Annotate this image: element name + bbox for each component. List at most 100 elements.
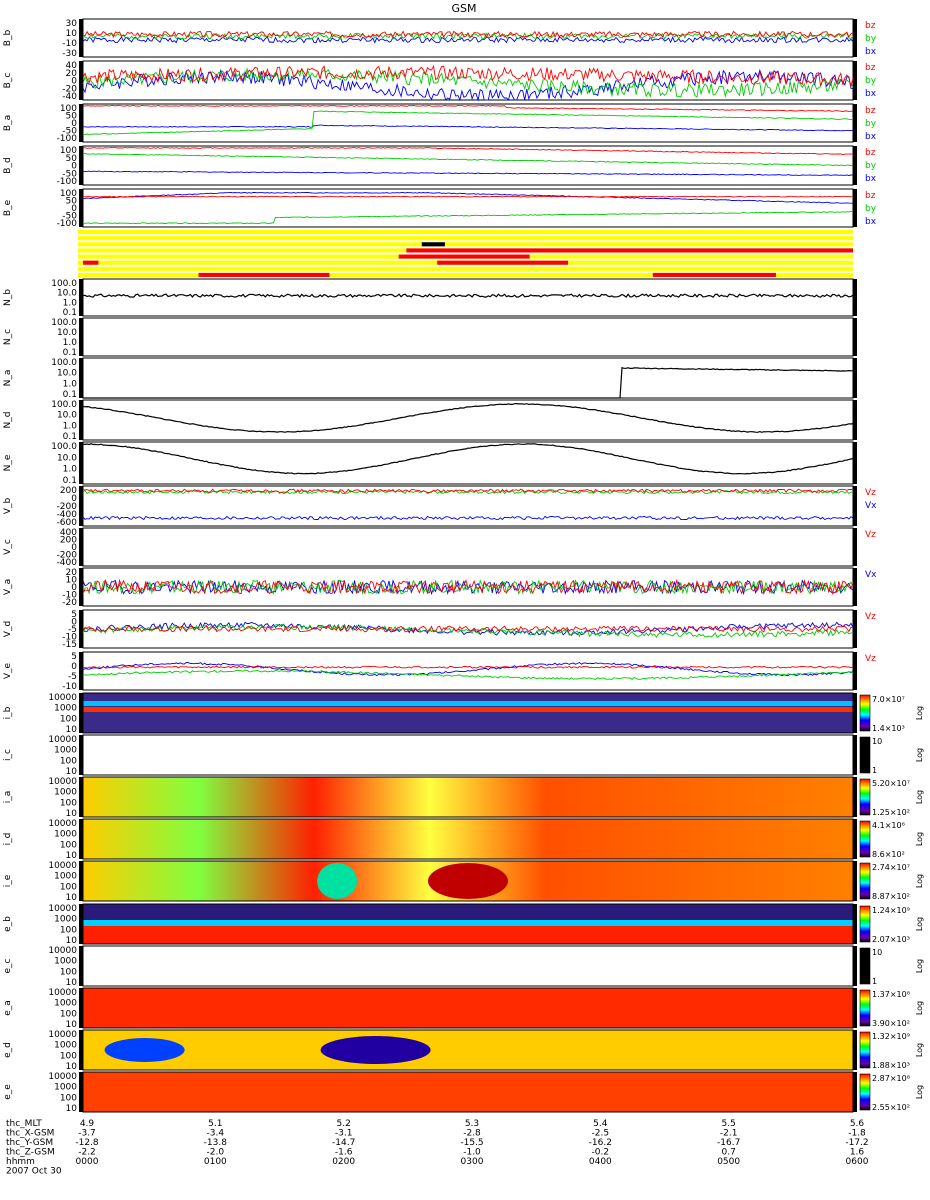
colorbar-max-label: 1.37×10⁸ [872, 990, 910, 999]
legend-entry: bz [865, 63, 876, 73]
legend-entry: Vz [865, 612, 876, 622]
ephemeris-value: 0000 [76, 1157, 99, 1167]
panel-edge-marker [79, 946, 83, 986]
panel-frame [82, 399, 854, 441]
ephemeris-value: -14.7 [332, 1138, 355, 1148]
colorbar-min-label: 8.6×10² [872, 850, 905, 859]
colorbar-max-label: 1.32×10⁹ [872, 1032, 910, 1041]
y-tick-label: 1.0 [63, 338, 78, 348]
panel-bars [78, 230, 853, 277]
trace-V-b-by [82, 489, 854, 495]
ephemeris-value: 0500 [717, 1157, 740, 1167]
y-tick-label: 0 [71, 162, 77, 172]
y-tick-label: 0 [71, 119, 77, 129]
ephemeris-value: 5.2 [337, 1119, 351, 1129]
ephemeris-value: -2.1 [720, 1129, 738, 1139]
y-tick-label: 200 [60, 536, 77, 546]
y-tick-label: 1000 [54, 788, 77, 798]
status-bar-segment [437, 260, 569, 265]
y-tick-label: 10000 [48, 988, 77, 998]
trace-N-a-black [83, 366, 854, 399]
y-tick-label: 0 [71, 583, 77, 593]
panel-frame [82, 317, 854, 357]
colorbar [859, 1031, 871, 1069]
panel-edge-marker [853, 946, 857, 986]
legend-entry: bx [865, 47, 877, 57]
y-tick-label: 0 [71, 662, 77, 672]
y-tick-label: -10 [62, 591, 77, 601]
status-bar-row [78, 272, 853, 277]
legend-entry: bx [865, 217, 877, 227]
spectrogram-blob [317, 863, 358, 899]
panel-edge-marker [853, 1072, 857, 1112]
legend-entry: bz [865, 148, 876, 158]
y-tick-label: -50 [62, 169, 77, 179]
colorbar-label: Log [915, 959, 924, 973]
status-bar-row [78, 230, 853, 235]
spectrogram-image [83, 777, 853, 817]
panel-ylabel: B_e [3, 199, 13, 216]
ephemeris-value: -12.8 [75, 1138, 99, 1148]
ephemeris-value: 0300 [461, 1157, 484, 1167]
y-tick-label: -400 [57, 510, 78, 520]
y-tick-label: 10 [66, 1062, 78, 1072]
colorbar-label: Log [915, 1043, 924, 1057]
colorbar [859, 905, 871, 943]
legend-entry: bz [865, 191, 876, 201]
y-tick-label: 200 [60, 486, 77, 496]
y-tick-label: 100 [60, 1051, 77, 1061]
ephemeris-value: 0100 [204, 1157, 227, 1167]
spectrogram-band [83, 926, 853, 944]
y-tick-label: 10 [66, 1104, 78, 1114]
y-tick-label: 100 [60, 925, 77, 935]
y-tick-label: 10000 [48, 693, 77, 703]
colorbar-max-label: 10 [872, 737, 882, 746]
ephemeris-value: 5.5 [722, 1119, 736, 1129]
y-tick-label: 1.0 [63, 465, 78, 475]
ephemeris-value: 5.1 [208, 1119, 222, 1129]
trace-B-d-bz [83, 147, 854, 156]
y-tick-label: 0 [71, 618, 77, 628]
ephemeris-value: -2.5 [592, 1129, 610, 1139]
panel-ylabel: i_a [3, 791, 13, 804]
colorbar-label: Log [915, 917, 924, 931]
y-tick-label: 10.0 [57, 369, 77, 379]
colorbar [859, 989, 871, 1027]
y-tick-label: 400 [60, 528, 77, 538]
y-tick-label: 100 [60, 104, 77, 114]
colorbar [859, 820, 871, 858]
trace-N-d-black [82, 402, 854, 433]
panel-edge-marker [79, 693, 83, 733]
panel-ylabel: N_b [3, 289, 13, 306]
y-tick-label: 1000 [54, 957, 77, 967]
panel-edge-marker [853, 693, 857, 733]
panel-edge-marker [79, 19, 83, 57]
panel-edge-marker [79, 318, 83, 356]
panel-ylabel: i_c [3, 749, 13, 761]
spectrogram-image [83, 819, 853, 859]
trace-V-a-bz [82, 578, 854, 596]
y-tick-label: 1.0 [63, 421, 78, 431]
ephemeris-value: 5.4 [593, 1119, 608, 1129]
y-tick-label: 1000 [54, 746, 77, 756]
trace-B-b-bx [82, 36, 854, 44]
y-tick-label: 20 [66, 568, 78, 578]
y-tick-label: 10000 [48, 819, 77, 829]
y-tick-label: 100.0 [51, 318, 77, 328]
spectrogram-band [83, 701, 853, 706]
panel-frame [82, 734, 854, 776]
y-tick-label: 100.0 [51, 442, 77, 452]
y-tick-label: -40 [62, 92, 77, 102]
status-bar-segment [406, 248, 853, 253]
y-tick-label: 100 [60, 798, 77, 808]
y-tick-label: 100.0 [51, 279, 77, 289]
legend-entry: Vx [865, 501, 877, 511]
panel-edge-marker [79, 988, 83, 1028]
y-tick-label: 0.1 [63, 348, 77, 358]
colorbar-min-label: 3.90×10² [872, 1019, 910, 1028]
